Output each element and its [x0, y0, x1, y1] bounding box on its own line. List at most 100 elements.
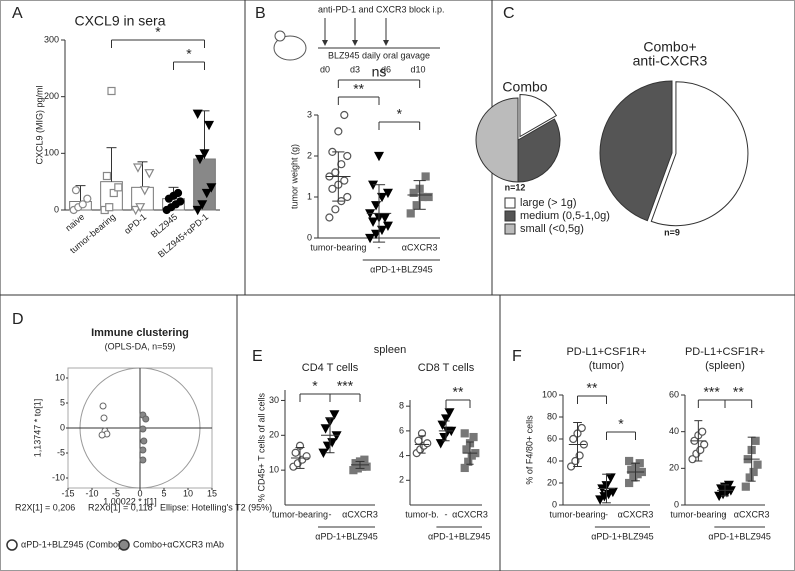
data-point	[374, 151, 384, 162]
data-point	[340, 110, 349, 120]
group-label: αPD-1+BLZ945	[315, 531, 378, 541]
data-point	[343, 151, 352, 161]
data-point	[328, 184, 337, 193]
x-tick-label: αCXCR3	[342, 509, 378, 519]
data-point	[107, 86, 116, 96]
significance: ***	[703, 384, 720, 400]
significance: *	[155, 24, 161, 40]
data-point	[194, 154, 205, 165]
x-tick-label: αCXCR3	[402, 242, 438, 252]
x-tick-label: -5	[112, 488, 120, 498]
data-point	[105, 203, 114, 212]
panel-letter: D	[12, 311, 24, 328]
data-point	[424, 192, 433, 202]
y-tick-label: 2	[399, 475, 404, 485]
plot-note: Ellipse: Hotelling's T2 (95%)	[160, 502, 272, 512]
significance: *	[397, 106, 403, 122]
y-tick-label: 8	[399, 401, 404, 411]
x-tick-label: tumor-bearing	[549, 509, 605, 519]
data-point	[102, 171, 112, 181]
data-point	[144, 169, 155, 179]
data-point	[605, 473, 616, 483]
group-label: αPD-1+BLZ945	[370, 264, 433, 274]
day-label: d6	[381, 64, 391, 74]
x-tick-label: -15	[61, 488, 74, 498]
x-tick-label: -	[378, 242, 381, 252]
data-point	[435, 439, 446, 449]
data-point	[83, 194, 92, 203]
legend-label: small (<0,5g)	[520, 223, 584, 235]
significance: *	[312, 378, 318, 394]
significance: *	[618, 416, 624, 432]
x-tick-label: tumor-b.	[405, 509, 439, 519]
x-tick-label: -	[445, 509, 448, 519]
legend-label: large (> 1g)	[520, 197, 577, 209]
data-point	[99, 402, 107, 410]
data-point	[325, 213, 334, 222]
data-point	[139, 186, 150, 196]
data-point	[376, 192, 387, 203]
heading: spleen	[374, 344, 406, 356]
y-tick-label: 40	[547, 455, 557, 465]
arrowhead	[383, 40, 389, 46]
y-tick-label: 10	[269, 465, 279, 475]
mouse-ear	[274, 30, 286, 42]
legend-marker	[118, 539, 130, 551]
chart-title: CD4 T cells	[302, 362, 359, 374]
y-tick-label: 100	[44, 148, 59, 158]
data-point	[577, 423, 586, 433]
pie-note: n=12	[505, 182, 526, 192]
data-point	[340, 176, 349, 185]
data-point	[423, 439, 432, 448]
x-tick-label: 10	[183, 488, 193, 498]
data-point	[100, 414, 108, 422]
x-tick-label: 15	[207, 488, 217, 498]
data-point	[176, 197, 185, 206]
y-tick-label: 40	[669, 426, 679, 436]
data-point	[318, 448, 329, 459]
y-tick-label: 60	[669, 389, 679, 399]
chart-title: (spleen)	[705, 360, 745, 372]
data-point	[139, 446, 147, 454]
arrowhead	[352, 40, 358, 46]
x-tick-label: αPD-1	[122, 212, 148, 236]
data-point	[329, 410, 340, 420]
data-point	[688, 455, 697, 464]
data-point	[109, 188, 118, 198]
data-point	[444, 408, 455, 418]
day-label: d3	[350, 64, 360, 74]
data-point	[192, 109, 203, 119]
data-point	[334, 127, 343, 136]
group-label: αPD-1+BLZ945	[591, 531, 654, 541]
significance: **	[587, 380, 598, 396]
pie-slice	[517, 118, 561, 183]
significance: *	[186, 46, 192, 62]
x-tick-label: -	[329, 509, 332, 519]
panel-letter: C	[503, 5, 515, 22]
data-point	[751, 436, 760, 445]
day-label: d0	[320, 64, 330, 74]
legend-swatch	[504, 223, 516, 235]
chart-title: CXCL9 in sera	[74, 13, 165, 29]
y-tick-label: 5	[60, 397, 65, 407]
day-label: d10	[410, 64, 425, 74]
data-point	[135, 203, 146, 213]
data-point	[753, 460, 762, 469]
schematic-text: anti-PD-1 and CXCR3 block i.p.	[318, 4, 445, 14]
data-point	[173, 188, 183, 198]
x-tick-label: 0	[137, 488, 142, 498]
legend-label: Combo+αCXCR3 mAb	[133, 539, 224, 549]
data-point	[421, 172, 430, 181]
chart-title: Immune clustering	[91, 327, 189, 339]
data-point	[331, 205, 340, 214]
chart-title: Combo	[502, 79, 547, 95]
x-axis-label: 1,00022 * t[1]	[103, 496, 157, 506]
data-point	[331, 168, 340, 177]
y-axis-label: CXCL9 (MIG) pg/ml	[34, 85, 44, 164]
data-point	[362, 462, 371, 471]
data-point	[114, 183, 123, 192]
data-point	[406, 209, 415, 218]
data-point	[368, 217, 379, 227]
x-tick-label: αCXCR3	[618, 509, 654, 519]
y-tick-label: 0	[552, 499, 557, 509]
